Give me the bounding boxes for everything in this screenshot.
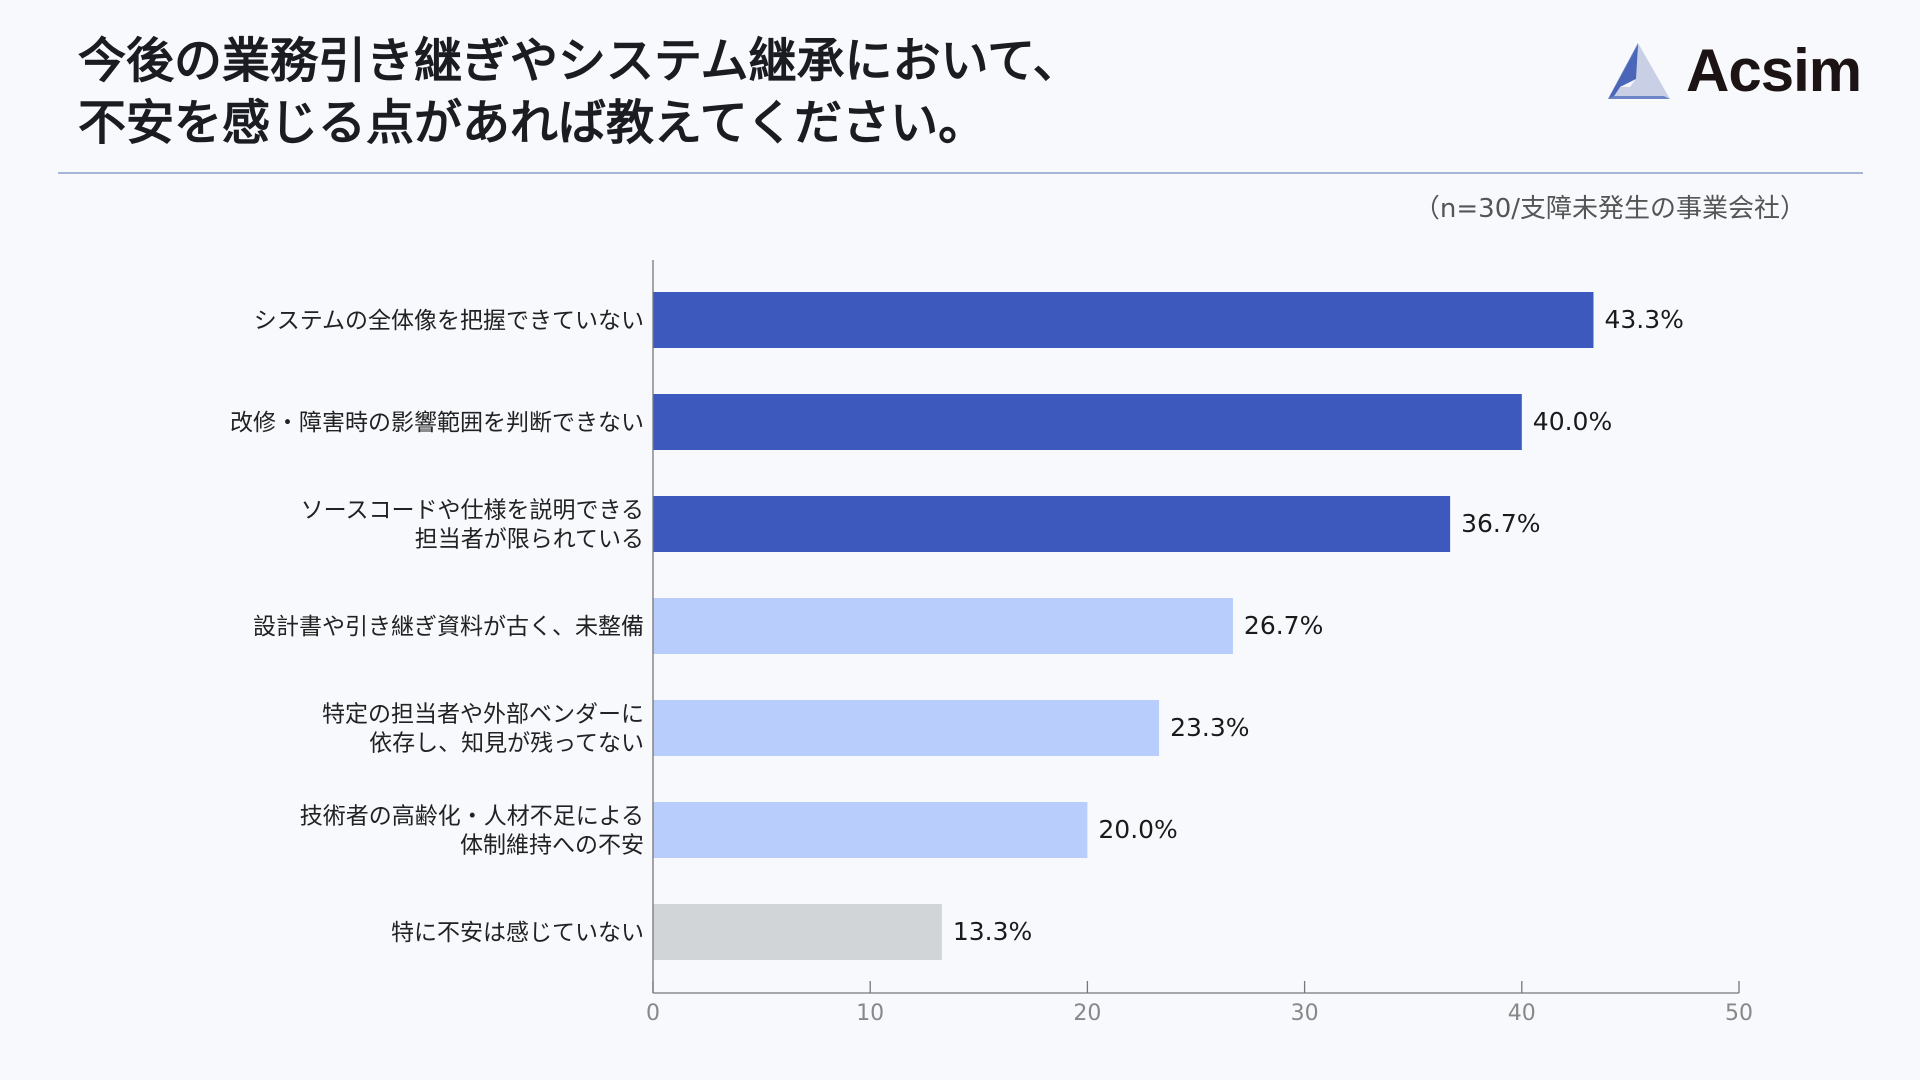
title-line-2: 不安を感じる点があれば教えてください。 (78, 95, 987, 151)
value-label: 20.0% (1098, 815, 1177, 844)
value-label: 26.7% (1244, 611, 1323, 640)
bar (653, 904, 942, 960)
value-label: 23.3% (1170, 713, 1249, 742)
category-label: 依存し、知見が残ってない (369, 731, 644, 757)
bar (653, 496, 1451, 552)
x-tick-label: 30 (1291, 1001, 1319, 1026)
bar (653, 394, 1522, 450)
category-label: 特に不安は感じていない (391, 920, 644, 946)
category-label: 特定の担当者や外部ベンダーに (322, 702, 644, 728)
category-label: 体制維持への不安 (460, 833, 644, 859)
category-label: システムの全体像を把握できていない (254, 308, 644, 334)
x-tick-label: 50 (1725, 1001, 1753, 1026)
acsim-logo: Acsim (1606, 36, 1862, 105)
triangle-logo-icon (1608, 42, 1670, 99)
header-divider (58, 172, 1863, 174)
sample-note: （n=30/支障未発生の事業会社） (1413, 194, 1806, 224)
title-line-1: 今後の業務引き継ぎやシステム継承において、 (78, 33, 1081, 89)
page-title: 今後の業務引き継ぎやシステム継承において、 不安を感じる点があれば教えてください… (78, 30, 1081, 154)
value-label: 43.3% (1604, 305, 1683, 334)
category-label: 技術者の高齢化・人材不足による (300, 804, 644, 830)
category-label: 担当者が限られている (415, 527, 644, 553)
value-label: 36.7% (1461, 509, 1540, 538)
bar (653, 700, 1160, 756)
x-tick-label: 20 (1073, 1001, 1101, 1026)
bar (653, 292, 1594, 348)
x-tick-label: 0 (646, 1001, 660, 1026)
value-label: 40.0% (1533, 407, 1612, 436)
category-label: 改修・障害時の影響範囲を判断できない (230, 410, 644, 436)
value-label: 13.3% (953, 917, 1032, 946)
category-label: 設計書や引き継ぎ資料が古く、未整備 (253, 614, 644, 640)
logo-text: Acsim (1686, 37, 1862, 104)
category-label: ソースコードや仕様を説明できる (301, 498, 644, 524)
x-tick-label: 40 (1508, 1001, 1536, 1026)
x-tick-label: 10 (856, 1001, 884, 1026)
bar (653, 598, 1233, 654)
bar (653, 802, 1088, 858)
